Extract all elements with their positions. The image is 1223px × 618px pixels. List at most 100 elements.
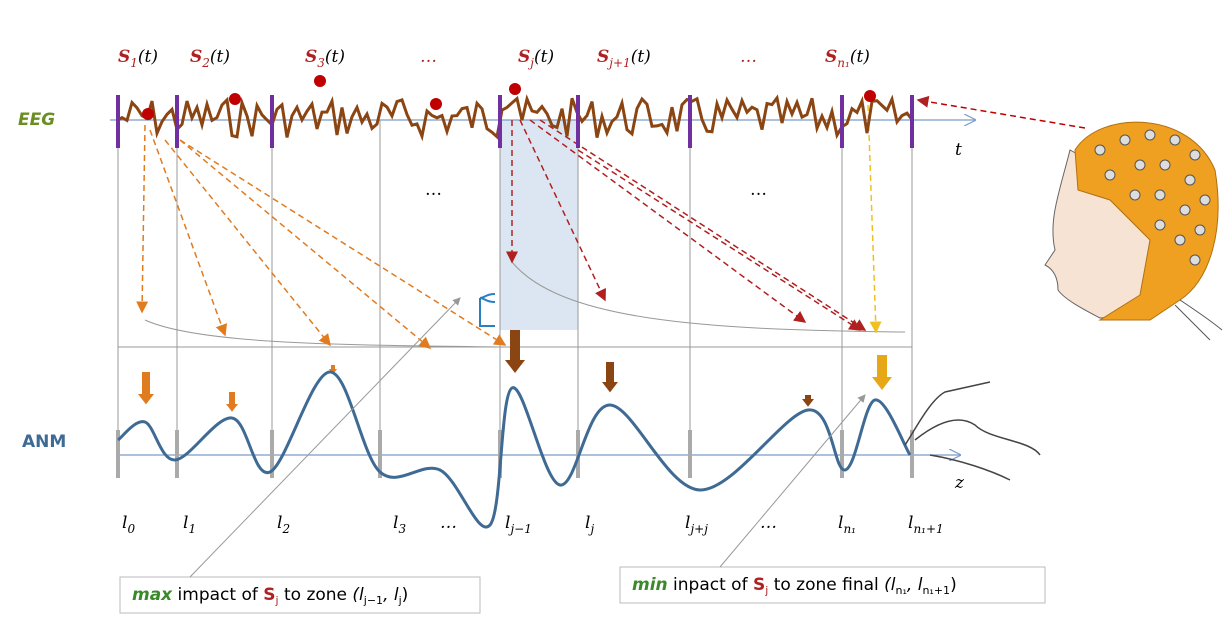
- text: j: [764, 584, 768, 597]
- label: …: [420, 47, 437, 67]
- label-sub: j: [527, 56, 534, 70]
- label-base: l: [585, 513, 590, 533]
- label: lj+j: [685, 513, 708, 536]
- label: …: [760, 513, 777, 533]
- labels: S1(t) S2(t) S3(t)… Sj(t) Sj+1(t)… Sn₁(t)l0 l1 l…: [118, 47, 944, 536]
- text: to zone: [279, 585, 353, 605]
- impact-arrow: [164, 139, 331, 347]
- electrode: [1144, 129, 1156, 141]
- pointer: [719, 394, 866, 568]
- z-label: z: [954, 473, 965, 493]
- label-sub: 2: [201, 56, 210, 70]
- impact-arrow: [179, 139, 507, 346]
- electrode: [1134, 159, 1146, 171]
- peak-dot: [314, 75, 326, 87]
- impact-arrow-head: [505, 330, 525, 373]
- label: S2(t): [190, 47, 230, 70]
- boundaries: [116, 75, 914, 478]
- impact-arrow: [916, 95, 1086, 129]
- electrode: [1174, 234, 1186, 246]
- impact-arrow: [529, 119, 807, 323]
- brace: [479, 293, 496, 327]
- text: to zone final: [768, 575, 884, 595]
- label-base: l: [685, 513, 690, 533]
- label-base: S: [597, 47, 609, 67]
- label-base: …: [440, 513, 457, 533]
- impact-arrow: [539, 119, 867, 331]
- electrode: [1169, 134, 1181, 146]
- label: Sj+1(t): [597, 47, 651, 70]
- text: , l: [907, 575, 923, 595]
- impact-arrow: [136, 124, 149, 314]
- label-sub: 3: [317, 56, 325, 70]
- label-base: l: [908, 513, 913, 533]
- impact-arrow: [867, 104, 882, 334]
- electrode: [1189, 149, 1201, 161]
- keyword: min: [632, 575, 668, 595]
- impact-arrow-head: [802, 395, 814, 407]
- label-sub: n₁+1: [913, 522, 943, 536]
- electrode: [1199, 194, 1211, 206]
- text: ): [402, 585, 409, 605]
- text: ): [950, 575, 957, 595]
- peak-dot: [430, 98, 442, 110]
- text: n₁+1: [922, 584, 950, 597]
- electrode: [1129, 189, 1141, 201]
- keyword: max: [132, 585, 173, 605]
- eeg-label: EEG: [18, 110, 55, 130]
- text: S: [753, 575, 765, 595]
- label-base: …: [420, 47, 437, 67]
- label-base: l: [277, 513, 282, 533]
- text: , l: [383, 585, 399, 605]
- label: ln₁: [838, 513, 856, 536]
- label: lj−1: [505, 513, 532, 536]
- label-base: S: [825, 47, 837, 67]
- impact-arrow-head: [138, 372, 154, 405]
- label-tail: (t): [138, 47, 158, 67]
- electrode: [1184, 174, 1196, 186]
- peak-dot: [229, 93, 241, 105]
- label-base: S: [518, 47, 530, 67]
- label: S1(t): [118, 47, 158, 70]
- label-base: l: [122, 513, 127, 533]
- electrode: [1154, 189, 1166, 201]
- label: l2: [277, 513, 290, 536]
- label-base: …: [740, 47, 757, 67]
- text: S: [263, 585, 275, 605]
- label: …: [440, 513, 457, 533]
- label-tail: (t): [210, 47, 230, 67]
- impact-arrow-head: [602, 362, 618, 393]
- impact-arrow: [149, 129, 228, 337]
- zone-lines: [117, 120, 913, 460]
- electrode: [1159, 159, 1171, 171]
- label-sub: 3: [398, 522, 406, 536]
- anm-wave: [117, 370, 912, 529]
- text: (l: [352, 585, 364, 605]
- label: l1: [183, 513, 196, 536]
- head-illustration: [1044, 121, 1223, 341]
- annotation: max impact of Sj to zone (lj−1, lj): [132, 585, 408, 607]
- peak-dot: [142, 108, 154, 120]
- label-sub: n₁: [837, 56, 850, 70]
- label-base: l: [838, 513, 843, 533]
- electrode: [1194, 224, 1206, 236]
- label: ln₁+1: [908, 513, 944, 536]
- electrode: [1179, 204, 1191, 216]
- label-base: S: [190, 47, 202, 67]
- electrode: [1119, 134, 1131, 146]
- label: Sn₁(t): [825, 47, 870, 70]
- text: n₁: [896, 584, 907, 597]
- label-sub: 2: [281, 522, 290, 536]
- label-base: …: [760, 513, 777, 533]
- text: j: [275, 594, 279, 607]
- label-sub: j: [587, 522, 594, 536]
- label-sub: 1: [130, 56, 138, 70]
- label-base: l: [505, 513, 510, 533]
- electrode: [1094, 144, 1106, 156]
- annotation: min inpact of Sj to zone final (ln₁, ln₁…: [632, 575, 957, 597]
- peak-dot: [864, 90, 876, 102]
- text: impact of: [172, 585, 263, 605]
- label-sub: j−1: [507, 522, 531, 536]
- label: lj: [585, 513, 594, 536]
